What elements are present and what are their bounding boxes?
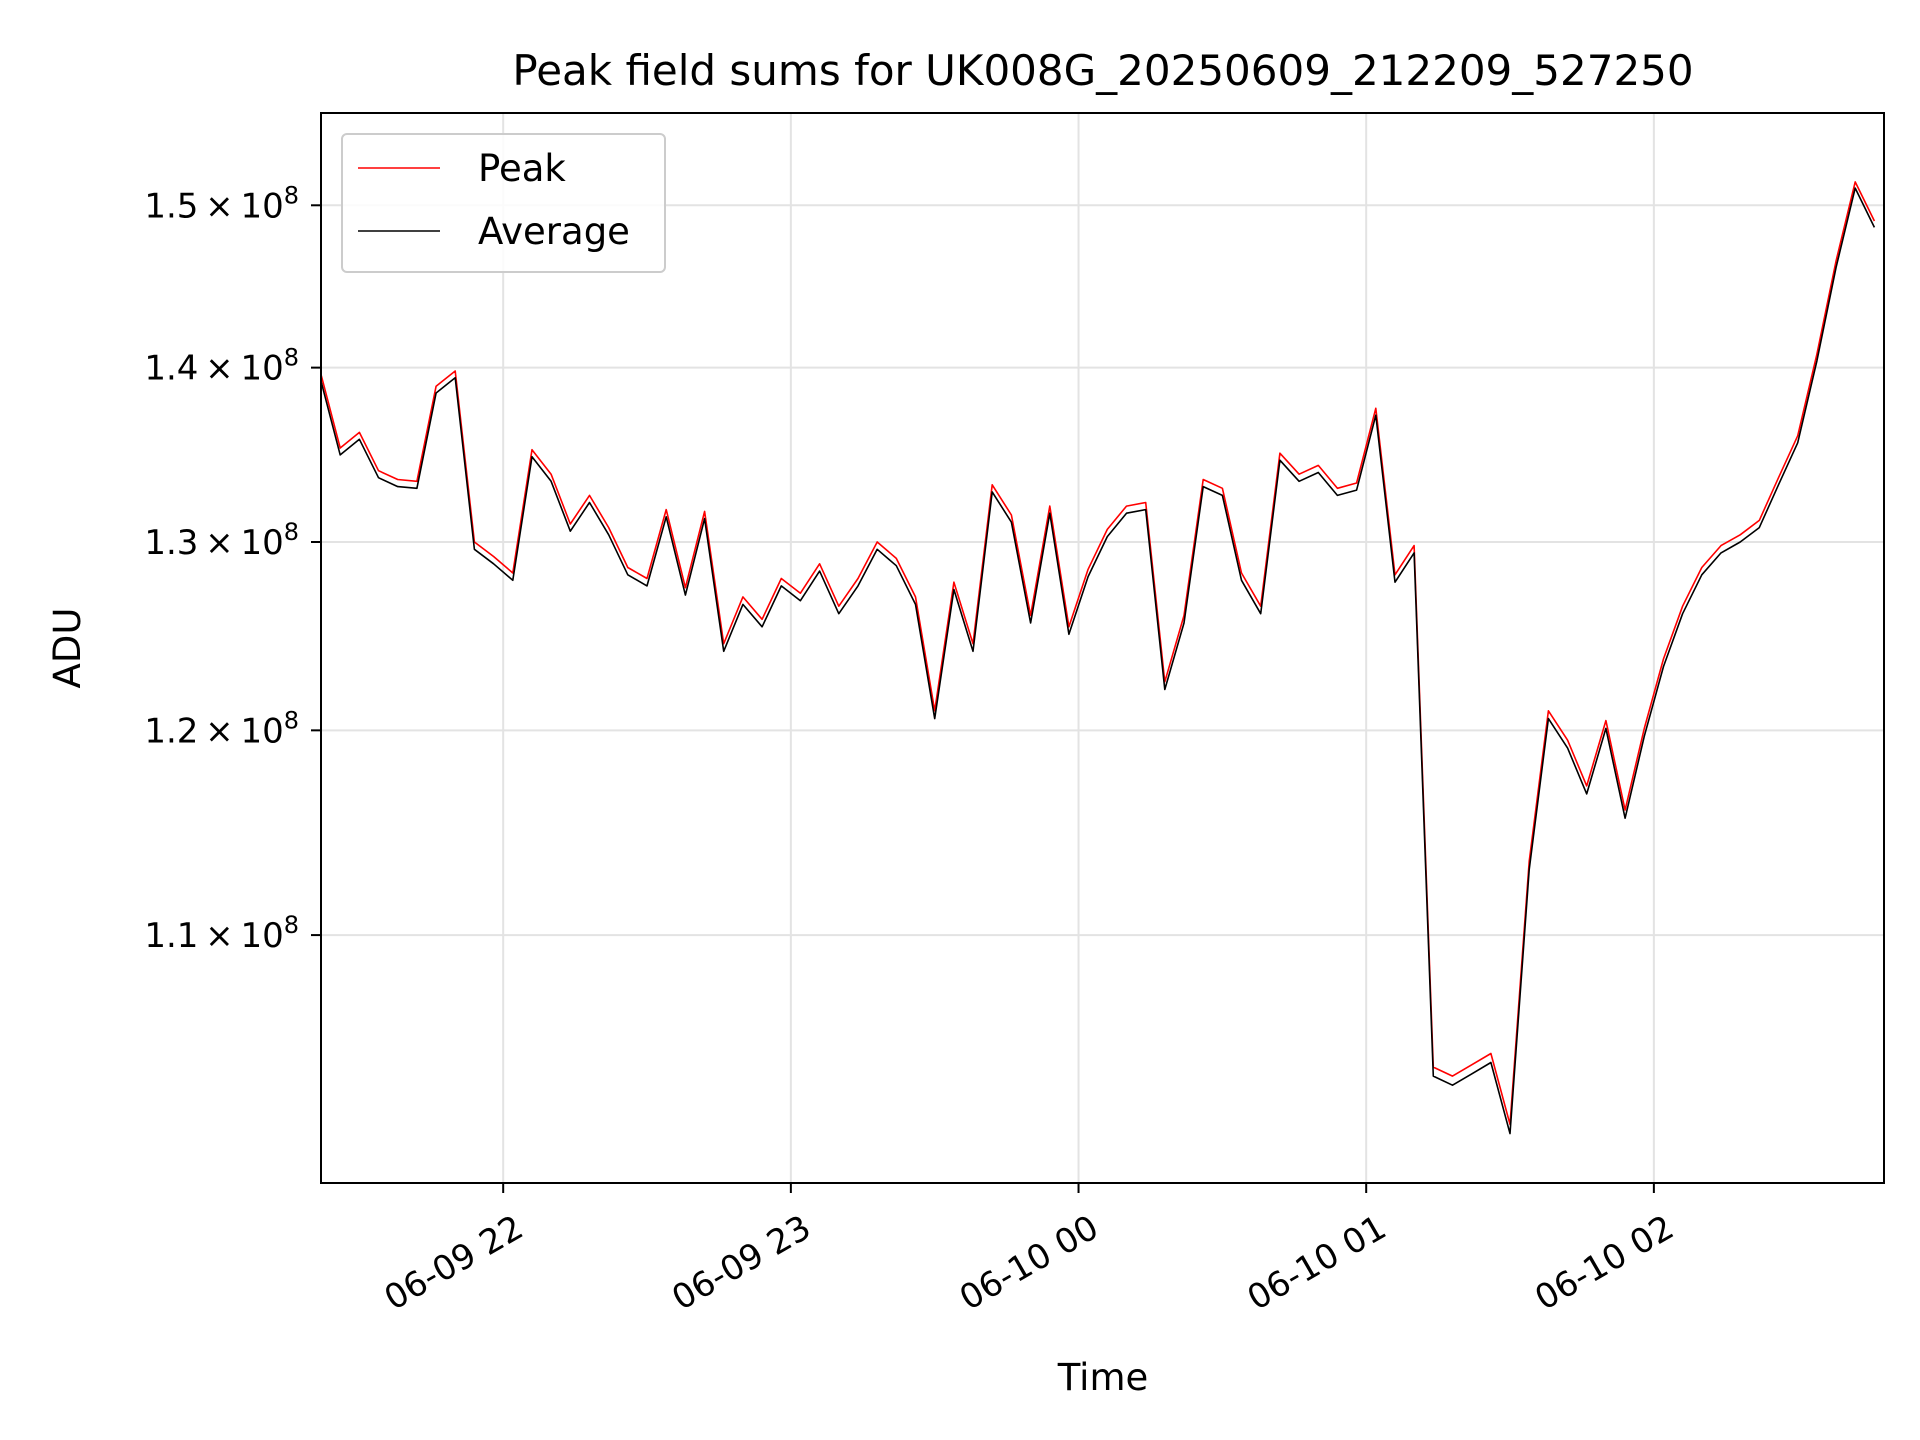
legend: Peak Average	[341, 133, 666, 273]
y-axis: 1.1 × 108 1.2 × 108 1.3 × 108 1.4 × 108 1.5 …	[144, 181, 321, 956]
legend-label-average: Average	[478, 210, 630, 253]
y-tick-label: 1.3 × 108	[144, 518, 299, 563]
series-line-average	[321, 187, 1876, 1135]
series-line-peak	[321, 181, 1876, 1126]
chart-title: Peak field sums for UK008G_20250609_2122…	[512, 46, 1693, 95]
x-axis-label: Time	[1057, 1356, 1149, 1399]
grid-lines	[321, 113, 1884, 1183]
y-tick-label: 1.5 × 108	[144, 181, 299, 226]
series-layer	[321, 181, 1876, 1135]
plot-area-frame	[320, 112, 1885, 1184]
y-axis-label: ADU	[46, 608, 89, 689]
y-tick-label: 1.4 × 108	[144, 344, 299, 389]
y-tick-label: 1.1 × 108	[144, 911, 299, 956]
legend-label-peak: Peak	[478, 147, 566, 190]
y-tick-label: 1.2 × 108	[144, 706, 299, 751]
